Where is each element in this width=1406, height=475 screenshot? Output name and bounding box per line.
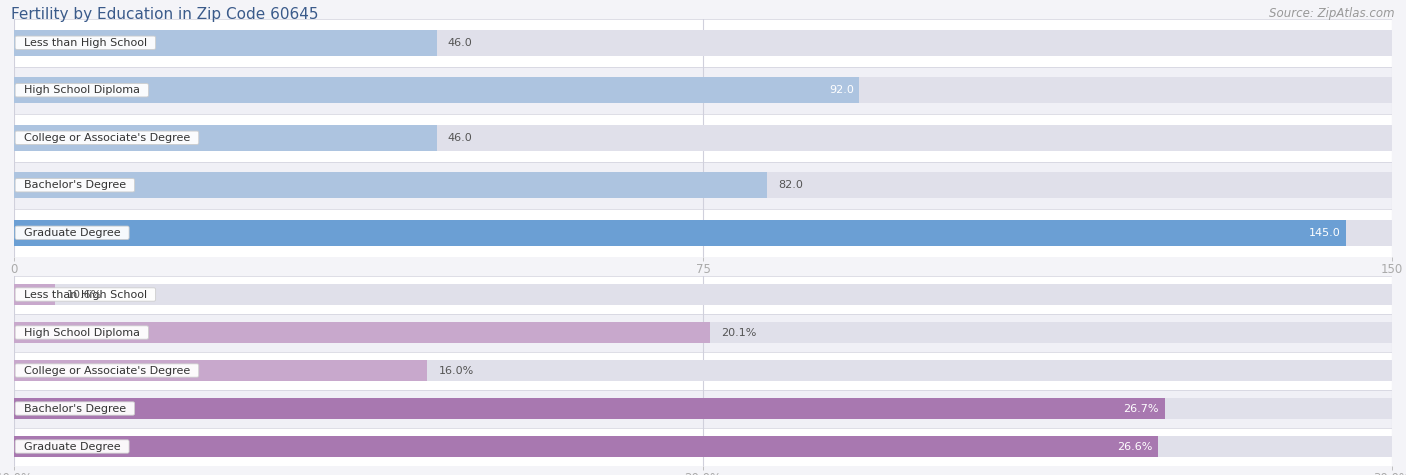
Text: 26.7%: 26.7% bbox=[1123, 403, 1159, 414]
Text: High School Diploma: High School Diploma bbox=[17, 85, 146, 95]
Bar bbox=[14, 352, 1392, 390]
Bar bbox=[14, 77, 859, 104]
Bar bbox=[14, 398, 1164, 419]
Bar bbox=[14, 390, 1392, 428]
Bar bbox=[14, 284, 55, 305]
Bar bbox=[14, 209, 1392, 256]
Text: 10.6%: 10.6% bbox=[66, 289, 101, 300]
Bar bbox=[14, 360, 1392, 381]
Text: Graduate Degree: Graduate Degree bbox=[17, 228, 128, 238]
Bar bbox=[14, 162, 1392, 209]
Text: 82.0: 82.0 bbox=[779, 180, 803, 190]
Bar bbox=[14, 284, 1392, 305]
Bar bbox=[14, 125, 1392, 151]
Bar bbox=[14, 172, 1392, 199]
Bar bbox=[14, 276, 1392, 314]
Bar bbox=[14, 314, 1392, 352]
Bar bbox=[14, 436, 1157, 457]
Text: High School Diploma: High School Diploma bbox=[17, 327, 146, 338]
Bar bbox=[14, 19, 1392, 66]
Text: College or Associate's Degree: College or Associate's Degree bbox=[17, 365, 197, 376]
Text: Fertility by Education in Zip Code 60645: Fertility by Education in Zip Code 60645 bbox=[11, 7, 319, 22]
Bar bbox=[14, 360, 427, 381]
Bar bbox=[14, 66, 1392, 114]
Text: Bachelor's Degree: Bachelor's Degree bbox=[17, 403, 134, 414]
Bar bbox=[14, 322, 710, 343]
Text: Source: ZipAtlas.com: Source: ZipAtlas.com bbox=[1270, 7, 1395, 20]
Text: 46.0: 46.0 bbox=[447, 38, 472, 48]
Bar bbox=[14, 219, 1392, 246]
Bar bbox=[14, 125, 437, 151]
Bar bbox=[14, 77, 1392, 104]
Text: Bachelor's Degree: Bachelor's Degree bbox=[17, 180, 134, 190]
Text: 145.0: 145.0 bbox=[1309, 228, 1340, 238]
Text: 46.0: 46.0 bbox=[447, 133, 472, 143]
Bar bbox=[14, 436, 1392, 457]
Bar bbox=[14, 322, 1392, 343]
Text: College or Associate's Degree: College or Associate's Degree bbox=[17, 133, 197, 143]
Bar bbox=[14, 398, 1392, 419]
Text: 20.1%: 20.1% bbox=[721, 327, 756, 338]
Text: Less than High School: Less than High School bbox=[17, 38, 153, 48]
Bar bbox=[14, 29, 1392, 56]
Bar bbox=[14, 114, 1392, 162]
Text: Graduate Degree: Graduate Degree bbox=[17, 441, 128, 452]
Bar bbox=[14, 428, 1392, 466]
Bar bbox=[14, 219, 1346, 246]
Bar bbox=[14, 29, 437, 56]
Text: 26.6%: 26.6% bbox=[1116, 441, 1152, 452]
Bar bbox=[14, 172, 768, 199]
Text: 16.0%: 16.0% bbox=[439, 365, 474, 376]
Text: 92.0: 92.0 bbox=[828, 85, 853, 95]
Text: Less than High School: Less than High School bbox=[17, 289, 153, 300]
